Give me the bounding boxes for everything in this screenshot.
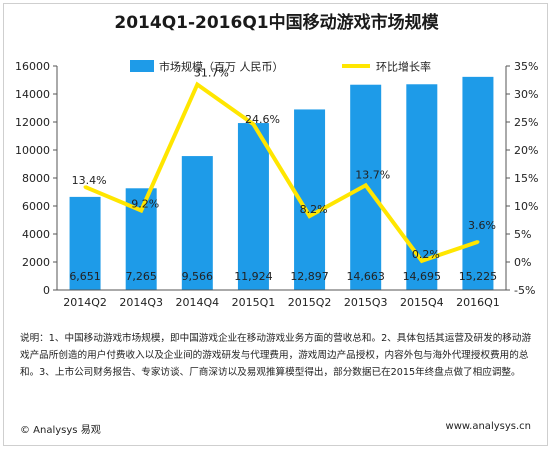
right-tick-label: 5% [514, 228, 531, 241]
left-tick-label: 14000 [15, 88, 50, 101]
left-tick-label: 8000 [22, 172, 50, 185]
right-tick-label: 35% [514, 60, 538, 73]
chart-frame [3, 3, 548, 446]
bar-2016Q1 [462, 76, 494, 290]
line-point-2015Q2 [308, 214, 312, 218]
line-value-label: 13.7% [355, 168, 390, 181]
x-tick-label: 2014Q4 [175, 296, 219, 309]
line-point-2014Q3 [139, 208, 143, 212]
bar-value-label: 14,663 [346, 270, 385, 283]
left-tick-label: 4000 [22, 228, 50, 241]
x-tick-label: 2015Q1 [232, 296, 276, 309]
left-tick-label: 6000 [22, 200, 50, 213]
line-series [83, 81, 480, 264]
x-tick-label: 2015Q4 [400, 296, 444, 309]
left-tick-label: 10000 [15, 144, 50, 157]
chart-footnote: 说明：1、中国移动游戏市场规模，即中国游戏企业在移动游戏业务方面的营收总和。2、… [20, 333, 532, 378]
right-y-axis: -5% 0% 5% 10% 15% 20% 25% 30% 35% [505, 60, 538, 297]
bar-value-label: 9,566 [182, 270, 214, 283]
bar-value-label: 14,695 [403, 270, 442, 283]
legend-line-label: 环比增长率 [376, 60, 431, 74]
x-tick-label: 2016Q1 [456, 296, 500, 309]
legend-bar-swatch [130, 60, 154, 72]
line-point-2015Q1 [251, 122, 255, 126]
chart-title: 2014Q1-2016Q1中国移动游戏市场规模 [114, 13, 439, 33]
line-value-labels: 13.4% 9.2% 31.7% 24.6% 8.2% 13.7% 0.2% 3.6% [72, 66, 496, 260]
footer-copyright: © Analysys 易观 [20, 425, 101, 436]
x-tick-label: 2014Q3 [119, 296, 163, 309]
bar-value-label: 12,897 [290, 270, 329, 283]
line-value-label: 9.2% [131, 197, 159, 210]
left-y-axis: 0 2000 4000 6000 8000 10000 12000 14000 16000 [15, 60, 58, 297]
left-tick-label: 16000 [15, 60, 50, 73]
legend-bar-label: 市场规模（百万 人民币） [159, 60, 284, 74]
line-value-label: 0.2% [412, 248, 440, 261]
line-point-2016Q1 [476, 240, 480, 244]
right-tick-label: 15% [514, 172, 538, 185]
bar-value-label: 7,265 [125, 270, 157, 283]
right-tick-label: -5% [514, 284, 535, 297]
right-tick-label: 20% [514, 144, 538, 157]
x-tick-label: 2015Q2 [288, 296, 332, 309]
bar-2015Q1 [237, 123, 269, 291]
line-value-label: 13.4% [72, 174, 107, 187]
line-point-2015Q4 [420, 259, 424, 263]
bar-value-label: 11,924 [234, 270, 273, 283]
bar-value-label: 15,225 [459, 270, 498, 283]
line-value-label: 8.2% [300, 203, 328, 216]
left-tick-label: 12000 [15, 116, 50, 129]
line-point-2014Q2 [83, 185, 87, 189]
line-value-label: 24.6% [245, 113, 280, 126]
combo-chart: 市场规模（百万 人民币） 环比增长率 0 2000 4000 6000 8000 1000… [15, 60, 538, 310]
x-tick-label: 2015Q3 [344, 296, 388, 309]
right-tick-label: 0% [514, 256, 531, 269]
bar-value-label: 6,651 [69, 270, 101, 283]
line-point-2014Q4 [195, 82, 199, 86]
x-tick-label: 2014Q2 [63, 296, 107, 309]
footer-website: www.analysys.cn [445, 421, 531, 432]
bar-value-labels: 6,651 7,265 9,566 11,924 12,897 14,663 14,695 1… [69, 270, 497, 283]
bar-2014Q2 [69, 196, 101, 290]
left-tick-label: 2000 [22, 256, 50, 269]
line-point-2015Q3 [364, 183, 368, 187]
line-value-label: 3.6% [468, 219, 496, 232]
left-tick-label: 0 [43, 284, 50, 297]
growth-rate-line [84, 81, 479, 264]
right-tick-label: 30% [514, 88, 538, 101]
right-tick-label: 10% [514, 200, 538, 213]
chart-legend: 市场规模（百万 人民币） 环比增长率 [130, 60, 431, 74]
x-axis: 2014Q2 2014Q3 2014Q4 2015Q1 2015Q2 2015Q3 2015… [57, 289, 506, 309]
right-tick-label: 25% [514, 116, 538, 129]
bar-2014Q4 [181, 156, 213, 290]
line-value-label: 31.7% [194, 66, 229, 79]
